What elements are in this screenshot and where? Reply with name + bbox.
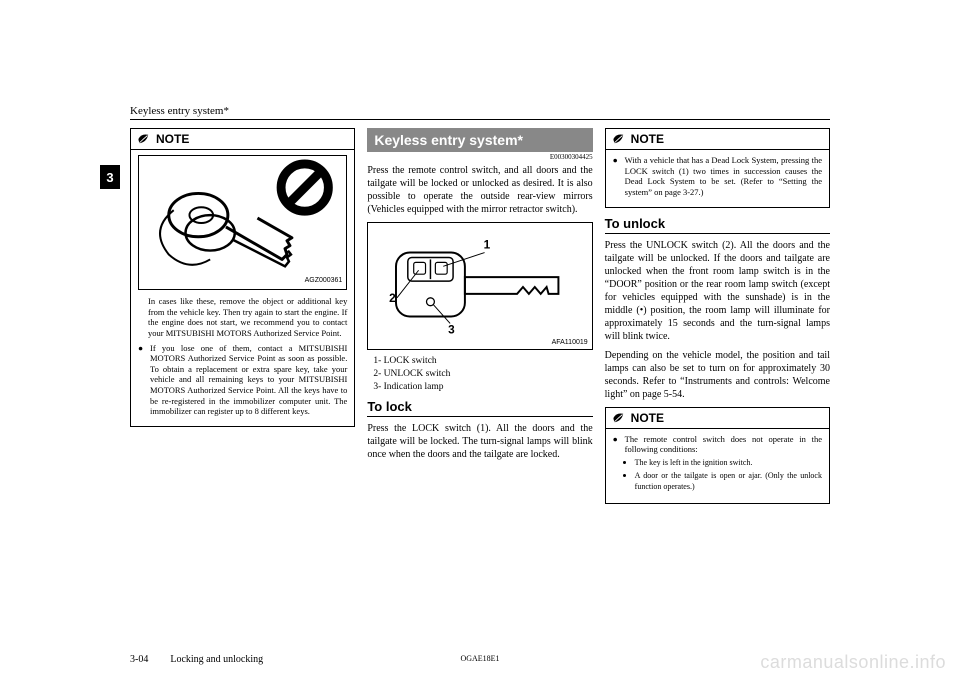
note-box-1: NOTE [130, 128, 355, 427]
note-title-2: NOTE [631, 132, 664, 146]
bullet-icon: ● [613, 155, 621, 198]
manual-page: 3 Keyless entry system* NOTE [130, 105, 830, 605]
leaf-icon [612, 132, 626, 146]
figure-legend: 1- LOCK switch 2- UNLOCK switch 3- Indic… [373, 355, 592, 393]
section-code: E00300304425 [367, 153, 592, 161]
column-3: NOTE ● With a vehicle that has a Dead Lo… [605, 128, 830, 578]
footer-code: OGAE18E1 [460, 654, 499, 663]
note-header: NOTE [131, 129, 354, 150]
bullet-item: ● The remote control switch does not ope… [613, 434, 822, 494]
note-body-3: ● The remote control switch does not ope… [606, 429, 829, 503]
bullet-item: ● With a vehicle that has a Dead Lock Sy… [613, 155, 822, 198]
page-footer: 3-04 Locking and unlocking OGAE18E1 [130, 654, 830, 665]
note-body-2: ● With a vehicle that has a Dead Lock Sy… [606, 150, 829, 207]
sub-bullet-list: The key is left in the ignition switch. … [625, 457, 822, 492]
sub-bullet: A door or the tailgate is open or ajar. … [635, 471, 822, 491]
note-title: NOTE [156, 132, 189, 146]
page-header: Keyless entry system* [130, 105, 830, 120]
note-title-3: NOTE [631, 411, 664, 425]
note-header-2: NOTE [606, 129, 829, 150]
legend-item-1: 1- LOCK switch [373, 355, 592, 368]
page-number: 3-04 [130, 654, 148, 665]
subheading-to-lock: To lock [367, 399, 592, 417]
leaf-icon [137, 132, 151, 146]
watermark: carmanualsonline.info [760, 652, 946, 673]
bullet-text: If you lose one of them, contact a MITSU… [150, 343, 347, 417]
column-1: NOTE [130, 128, 355, 578]
bullet-icon: ● [613, 434, 621, 494]
section-heading: Keyless entry system* [367, 128, 592, 152]
bullet-icon: ● [138, 343, 146, 417]
chapter-tab: 3 [100, 165, 120, 189]
note-text-continuation: In cases like these, remove the object o… [138, 296, 347, 339]
key-no-icon [139, 156, 346, 289]
bullet-text: The remote control switch does not opera… [625, 434, 822, 455]
unlock-text-2: Depending on the vehicle model, the posi… [605, 349, 830, 401]
subheading-to-unlock: To unlock [605, 216, 830, 234]
intro-paragraph: Press the remote control switch, and all… [367, 164, 592, 216]
figure-remote-key: 1 2 3 AFA110019 [367, 222, 592, 350]
footer-section: Locking and unlocking [170, 654, 263, 665]
sub-bullet: The key is left in the ignition switch. [635, 458, 753, 467]
bullet-item: ● If you lose one of them, contact a MIT… [138, 343, 347, 417]
figure-key-prohibited: AGZ000361 [138, 155, 347, 290]
figure-id: AGZ000361 [305, 277, 343, 286]
column-2: Keyless entry system* E00300304425 Press… [367, 128, 592, 578]
note-box-2: NOTE ● With a vehicle that has a Dead Lo… [605, 128, 830, 208]
to-lock-text: Press the LOCK switch (1). All the doors… [367, 422, 592, 461]
svg-text:3: 3 [448, 322, 455, 336]
note-header-3: NOTE [606, 408, 829, 429]
unlock-text-1: Press the UNLOCK switch (2). All the doo… [605, 239, 830, 343]
svg-text:1: 1 [484, 238, 491, 252]
note-body-1: AGZ000361 In cases like these, remove th… [131, 150, 354, 426]
bullet-text: With a vehicle that has a Dead Lock Syst… [625, 155, 822, 198]
content-columns: NOTE [130, 128, 830, 578]
figure-id-2: AFA110019 [552, 339, 588, 346]
legend-item-3: 3- Indication lamp [373, 381, 592, 394]
legend-item-2: 2- UNLOCK switch [373, 368, 592, 381]
svg-text:2: 2 [389, 291, 396, 305]
leaf-icon [612, 411, 626, 425]
note-box-3: NOTE ● The remote control switch does no… [605, 407, 830, 504]
remote-key-icon: 1 2 3 [368, 223, 591, 349]
